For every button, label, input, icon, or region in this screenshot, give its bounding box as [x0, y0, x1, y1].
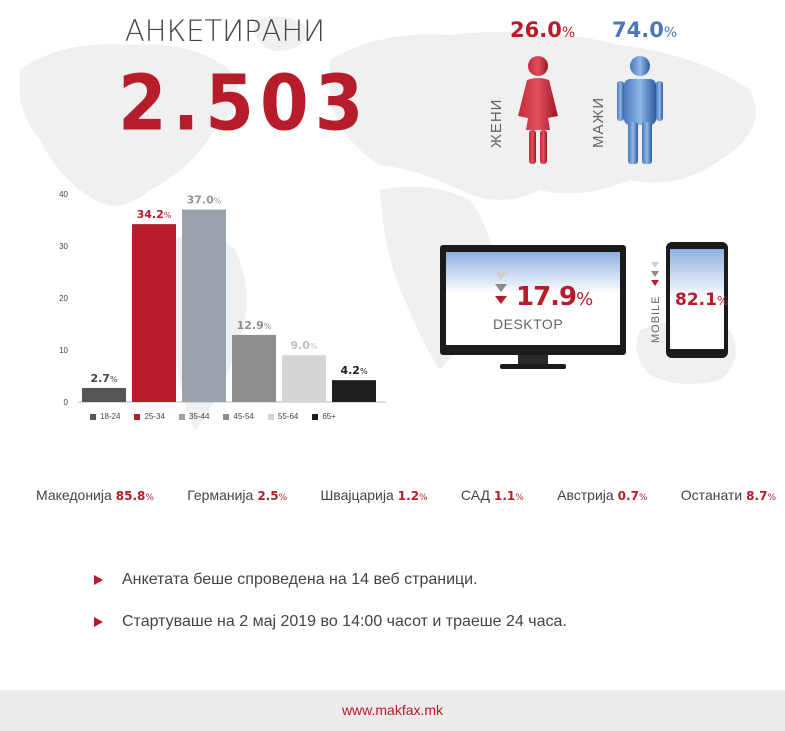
bar-data-label: 2.7% — [90, 372, 118, 385]
legend-item: 45-54 — [223, 412, 254, 421]
men-percentage: 74.0% — [612, 18, 678, 42]
legend-swatch — [223, 413, 230, 420]
legend-label: 45-54 — [233, 412, 254, 421]
respondents-title: АНКЕТИРАНИ — [124, 14, 326, 48]
mobile-arrows-icon — [651, 262, 659, 286]
country-name: Македонија — [36, 487, 112, 503]
country-item: САД 1.1% — [461, 487, 524, 503]
man-icon — [617, 56, 663, 164]
legend-item: 55-64 — [267, 412, 299, 421]
country-name: Австрија — [557, 487, 614, 503]
legend-swatch — [267, 413, 274, 420]
legend-swatch — [90, 413, 96, 420]
bar-data-label: 4.2% — [340, 364, 368, 377]
legend-swatch — [178, 413, 185, 420]
chart-legend: 18-24 25-34 35-44 45-54 55-64 65+ — [90, 412, 336, 421]
legend-item: 18-24 — [90, 412, 120, 421]
country-name: САД — [460, 487, 490, 503]
legend-item: 65+ — [312, 412, 336, 421]
country-item: Македонија 85.8% — [36, 487, 154, 503]
women-label: ЖЕНИ — [488, 98, 505, 148]
mobile-label: MOBILE — [650, 295, 662, 343]
bar-data-label: 9.0% — [290, 339, 318, 352]
country-item: Австрија 0.7% — [557, 487, 647, 503]
y-tick-label: 20 — [59, 294, 68, 303]
y-tick-label: 10 — [59, 346, 68, 355]
country-value: 1.2% — [397, 489, 428, 503]
country-value: 85.8% — [115, 489, 154, 503]
y-tick-label: 0 — [64, 398, 69, 407]
legend-swatch — [312, 413, 319, 420]
notes-list: Анкетата беше спроведена на 14 веб стран… — [94, 570, 567, 654]
country-item: Швајцарија 1.2% — [320, 487, 427, 503]
bar-18-24 — [82, 387, 126, 402]
respondents-total: 2.503 — [118, 57, 370, 149]
y-tick-label: 40 — [59, 190, 68, 199]
women-percentage: 26.0% — [510, 18, 576, 42]
legend-label: 35-44 — [188, 412, 210, 421]
bar-25-34 — [132, 224, 176, 402]
desktop-arrows-icon — [495, 272, 507, 304]
bar-data-label: 34.2% — [137, 208, 172, 221]
countries-row: Македонија 85.8% Германија 2.5% Швајцарија 1.… — [36, 487, 776, 503]
country-name: Германија — [187, 487, 254, 503]
footer-url[interactable]: www.makfax.mk — [341, 702, 444, 718]
bar-45-54 — [232, 334, 276, 402]
bar-55-64 — [282, 355, 326, 402]
legend-label: 65+ — [322, 412, 336, 421]
country-value: 2.5% — [257, 489, 288, 503]
y-tick-label: 30 — [59, 242, 68, 251]
legend-label: 55-64 — [277, 412, 299, 421]
bullet-triangle-icon — [94, 575, 103, 585]
note-item: Анкетата беше спроведена на 14 веб стран… — [94, 570, 567, 590]
country-name: Останати — [680, 487, 743, 503]
men-label: МАЖИ — [590, 96, 607, 148]
country-value: 0.7% — [617, 489, 648, 503]
bar-65+ — [332, 380, 376, 402]
legend-swatch — [134, 413, 141, 420]
legend-item: 25-34 — [134, 412, 165, 421]
desktop-percentage: 17.9% — [516, 282, 593, 312]
bullet-triangle-icon — [94, 617, 103, 627]
bar-35-44 — [182, 209, 226, 402]
country-value: 8.7% — [746, 489, 776, 503]
bar-data-label: 12.9% — [237, 319, 272, 332]
age-bar-chart: 0 10 20 30 40 2.7% 34.2% 37.0% 12.9% 9.0% 4.2% — [38, 170, 398, 430]
bar-data-label: 37.0% — [187, 194, 222, 207]
mobile-percentage: 82.1% — [675, 290, 729, 310]
phone-icon — [666, 242, 728, 358]
legend-item: 35-44 — [178, 412, 210, 421]
country-item: Германија 2.5% — [187, 487, 287, 503]
woman-icon — [518, 56, 558, 164]
legend-label: 25-34 — [144, 412, 165, 421]
footer: www.makfax.mk — [0, 690, 785, 731]
desktop-label: DESKTOP — [493, 316, 564, 332]
legend-label: 18-24 — [100, 412, 121, 421]
country-name: Швајцарија — [320, 487, 394, 503]
country-item: Останати 8.7% — [681, 487, 776, 503]
note-item: Стартуваше на 2 мај 2019 во 14:00 часот … — [94, 612, 567, 632]
country-value: 1.1% — [494, 489, 524, 503]
monitor-icon — [440, 245, 626, 369]
